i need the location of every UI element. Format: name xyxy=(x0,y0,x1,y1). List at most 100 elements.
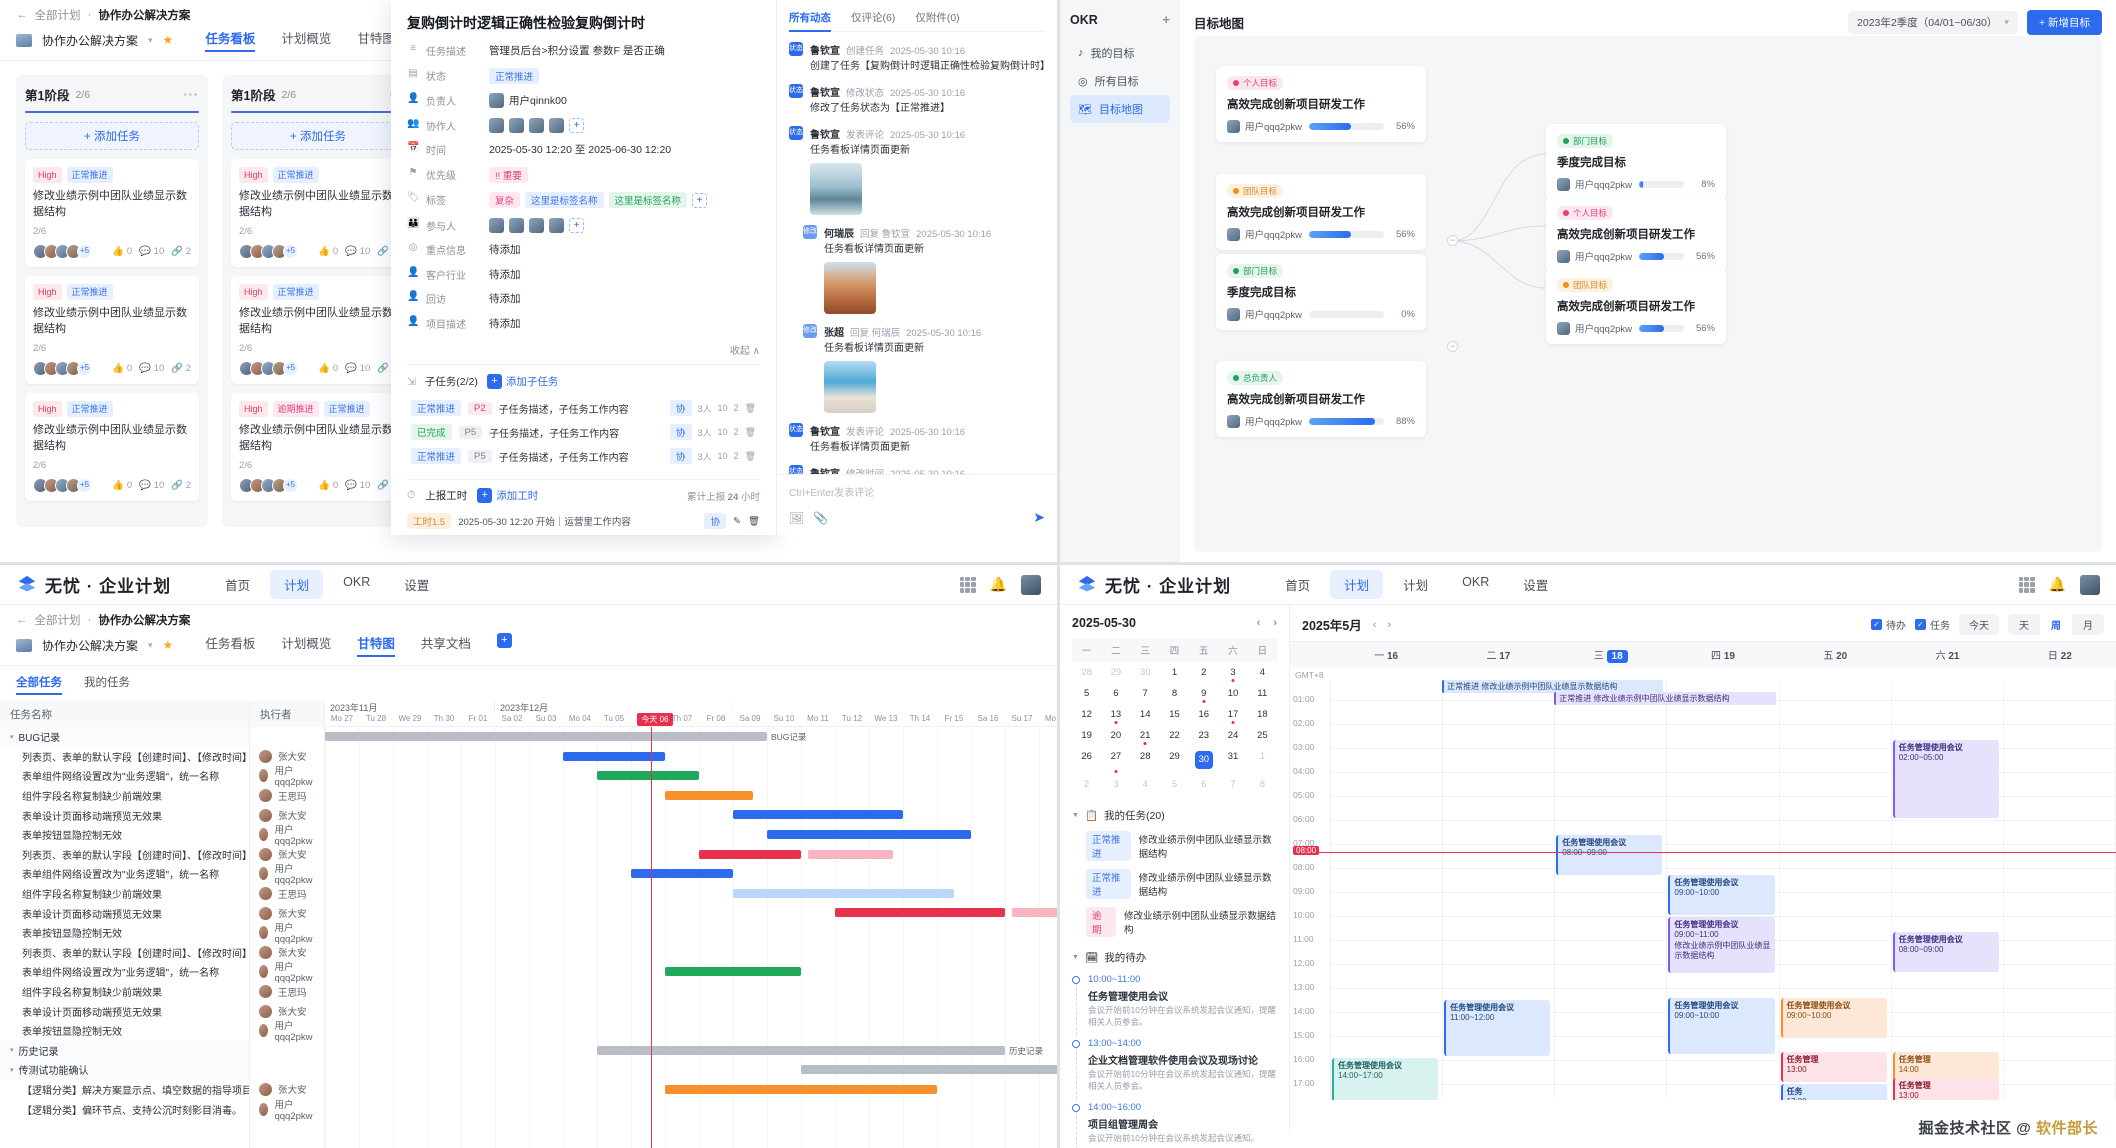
calendar-event[interactable]: 任务管理使用会议 09:00~11:00 修改业绩示例中团队业绩显示数据结构 xyxy=(1668,917,1775,973)
gantt-task-row[interactable]: 表单按钮显隐控制无效 xyxy=(0,825,249,845)
okr-nav-item[interactable]: ◎ 所有目标 xyxy=(1070,67,1170,95)
apps-grid-icon[interactable] xyxy=(2018,576,2035,593)
field-value[interactable]: 用户qinnk00 xyxy=(489,93,567,109)
calendar-day-cell[interactable]: 30 xyxy=(1131,662,1160,683)
todo-checkbox[interactable]: ✓ 待办 xyxy=(1871,617,1906,632)
calendar-event[interactable]: 任务17:00 xyxy=(1780,1084,1887,1100)
gantt-bar[interactable] xyxy=(733,888,954,898)
nav-schedule[interactable]: 计划 xyxy=(1403,579,1429,593)
gantt-task-row[interactable]: 列表页、表单的默认字段【创建时间】、【修改时间】都配... xyxy=(0,747,249,767)
allday-event[interactable]: 正常推进 修改业绩示例中团队业绩显示数据结构 xyxy=(1442,680,1664,693)
tab-gantt[interactable]: 甘特图 xyxy=(357,633,395,657)
okr-card[interactable]: 团队目标 高效完成创新项目研发工作 用户qqq2pkw 56% xyxy=(1546,268,1726,344)
subtask-row[interactable]: 已完成 P5 子任务描述，子任务工作内容 协 3人 10 2 🗑 xyxy=(407,420,760,444)
worktime-row[interactable]: 工时1.5 2025-05-30 12:20 开始｜运营里工作内容 协 ✎ 🗑 xyxy=(407,509,760,533)
calendar-week-day[interactable]: 一 16 xyxy=(1330,642,1442,667)
gantt-task-row[interactable]: 【逻辑分类】解决方案显示点、填空数据的指导项目四级目标 xyxy=(0,1080,249,1100)
avatar-overflow[interactable]: +5 xyxy=(77,477,92,493)
gantt-bar[interactable] xyxy=(767,830,971,839)
calendar-day-cell[interactable]: 28 xyxy=(1131,746,1160,774)
gantt-task-row[interactable]: 表单按钮显隐控制无效 xyxy=(0,923,249,943)
nav-plan[interactable]: 计划 xyxy=(1330,570,1384,599)
activity-image[interactable] xyxy=(810,163,862,215)
gantt-group-row[interactable]: ▾ 传测试功能确认 xyxy=(0,1060,249,1080)
calendar-day-cell[interactable]: 14 xyxy=(1131,704,1160,725)
gantt-task-row[interactable]: 表单设计页面移动端预览无效果 xyxy=(0,805,249,825)
chevron-down-icon[interactable]: ▾ xyxy=(148,639,153,650)
delete-icon[interactable]: 🗑 xyxy=(747,515,760,527)
quarter-selector[interactable]: 2023年2季度（04/01~06/30） ▾ xyxy=(1848,11,2018,34)
prev-week-icon[interactable]: ‹ xyxy=(1372,618,1377,631)
calendar-task-row[interactable]: 逾期 修改业绩示例中团队业绩显示数据结构 xyxy=(1072,907,1277,937)
activity-tab[interactable]: 仅评论(6) xyxy=(851,12,896,24)
calendar-event[interactable]: 任务管理使用会议 09:00~10:00 xyxy=(1668,998,1775,1054)
calendar-day-cell[interactable]: 1 xyxy=(1248,746,1277,774)
activity-tab[interactable]: 仅附件(0) xyxy=(915,12,960,24)
collapse-fields-button[interactable]: 收起 ∧ xyxy=(407,340,760,366)
todo-item[interactable]: 13:00~14:00 企业文档管理软件使用会议及现场讨论 会议开始前10分钟在会议… xyxy=(1072,1038,1277,1099)
nav-settings[interactable]: 设置 xyxy=(1523,579,1549,593)
calendar-day-cell[interactable]: 17 xyxy=(1218,704,1247,725)
calendar-event[interactable]: 任务管理 13:00 xyxy=(1892,1078,1999,1100)
gantt-task-row[interactable]: 表单按钮显隐控制无效 xyxy=(0,1021,249,1041)
task-checkbox[interactable]: ✓ 任务 xyxy=(1915,617,1950,632)
calendar-event[interactable]: 任务管理 13:00 xyxy=(1780,1052,1887,1082)
calendar-day-cell[interactable]: 7 xyxy=(1218,774,1247,795)
breadcrumb-root[interactable]: 全部计划 xyxy=(34,615,81,627)
nav-home[interactable]: 首页 xyxy=(1285,579,1311,593)
gantt-bar[interactable] xyxy=(665,1084,937,1094)
notification-bell-icon[interactable]: 🔔 xyxy=(2048,576,2066,592)
edit-icon[interactable]: ✎ xyxy=(732,515,741,527)
gantt-task-row[interactable]: 列表页、表单的默认字段【创建时间】、【修改时间】都配... xyxy=(0,943,249,963)
user-avatar[interactable] xyxy=(1021,574,1041,595)
view-day[interactable]: 天 xyxy=(2019,621,2029,632)
notification-bell-icon[interactable]: 🔔 xyxy=(989,576,1007,592)
next-month-icon[interactable]: › xyxy=(1273,617,1277,629)
calendar-event[interactable]: 任务管理使用会议 14:00~17:00 xyxy=(1332,1058,1439,1100)
calendar-day-cell[interactable]: 6 xyxy=(1101,683,1130,704)
gantt-task-row[interactable]: 表单组件网络设置改为"业务逻辑"，统一名称 xyxy=(0,962,249,982)
subtask-row[interactable]: 正常推进 P2 子任务描述，子任务工作内容 协 3人 10 2 🗑 xyxy=(407,396,760,420)
calendar-day-cell[interactable]: 10 xyxy=(1218,683,1247,704)
calendar-week-day[interactable]: 五 20 xyxy=(1779,642,1891,667)
chevron-down-icon[interactable]: ▼ xyxy=(1072,812,1079,819)
activity-tab[interactable]: 所有动态 xyxy=(789,10,831,32)
okr-collapse-node[interactable]: − xyxy=(1447,341,1458,352)
calendar-day-cell[interactable]: 23 xyxy=(1189,725,1218,746)
calendar-day-cell[interactable]: 8 xyxy=(1248,774,1277,795)
allday-event[interactable]: 正常推进 修改业绩示例中团队业绩显示数据结构 xyxy=(1554,692,1776,705)
gantt-bar[interactable] xyxy=(807,849,893,859)
okr-nav-item[interactable]: ♪ 我的目标 xyxy=(1070,39,1170,67)
gantt-bar[interactable] xyxy=(597,1045,1005,1055)
add-worktime-button[interactable]: + 添加工时 xyxy=(477,488,538,504)
nav-home[interactable]: 首页 xyxy=(225,579,251,593)
field-value[interactable]: 正常推进 xyxy=(489,67,540,84)
gantt-task-row[interactable]: 组件字段名称复制缺少前端效果 xyxy=(0,786,249,806)
nav-settings[interactable]: 设置 xyxy=(404,579,430,593)
gantt-bar[interactable] xyxy=(563,751,665,761)
okr-card[interactable]: 部门目标 季度完成目标 用户qqq2pkw 0% xyxy=(1216,254,1426,330)
gantt-bar[interactable] xyxy=(665,790,754,800)
calendar-event[interactable]: 任务管理使用会议 09:00~10:00 xyxy=(1668,875,1775,915)
tab-task-board[interactable]: 任务看板 xyxy=(205,637,256,651)
okr-nav-item[interactable]: 🗺 目标地图 xyxy=(1070,95,1170,123)
calendar-day-cell[interactable]: 26 xyxy=(1072,746,1101,774)
calendar-day-cell[interactable]: 21 xyxy=(1131,725,1160,746)
add-task-button[interactable]: + 添加任务 xyxy=(231,122,405,150)
delete-icon[interactable]: 🗑 xyxy=(744,450,756,461)
calendar-day-cell[interactable]: 3 xyxy=(1101,774,1130,795)
field-value[interactable]: 待添加 xyxy=(489,267,521,282)
okr-card[interactable]: 团队目标 高效完成创新项目研发工作 用户qqq2pkw 56% xyxy=(1216,174,1426,250)
calendar-day-cell[interactable]: 8 xyxy=(1160,683,1189,704)
tab-plan-overview[interactable]: 计划概览 xyxy=(281,637,332,651)
chevron-down-icon[interactable]: ▾ xyxy=(10,733,14,741)
calendar-day-cell[interactable]: 12 xyxy=(1072,704,1101,725)
gantt-task-row[interactable]: 表单设计页面移动端预览无效果 xyxy=(0,1001,249,1021)
calendar-day-cell[interactable]: 29 xyxy=(1101,662,1130,683)
attach-icon[interactable]: 📎 xyxy=(813,510,829,525)
gantt-task-row[interactable]: 【逻辑分类】偏环节点、支持公沉时刻影目消毒。 xyxy=(0,1099,249,1119)
calendar-day-cell[interactable]: 2 xyxy=(1072,774,1101,795)
calendar-week-day[interactable]: 三 18 xyxy=(1555,642,1667,667)
plan-name[interactable]: 协作办公解决方案 xyxy=(42,638,139,653)
